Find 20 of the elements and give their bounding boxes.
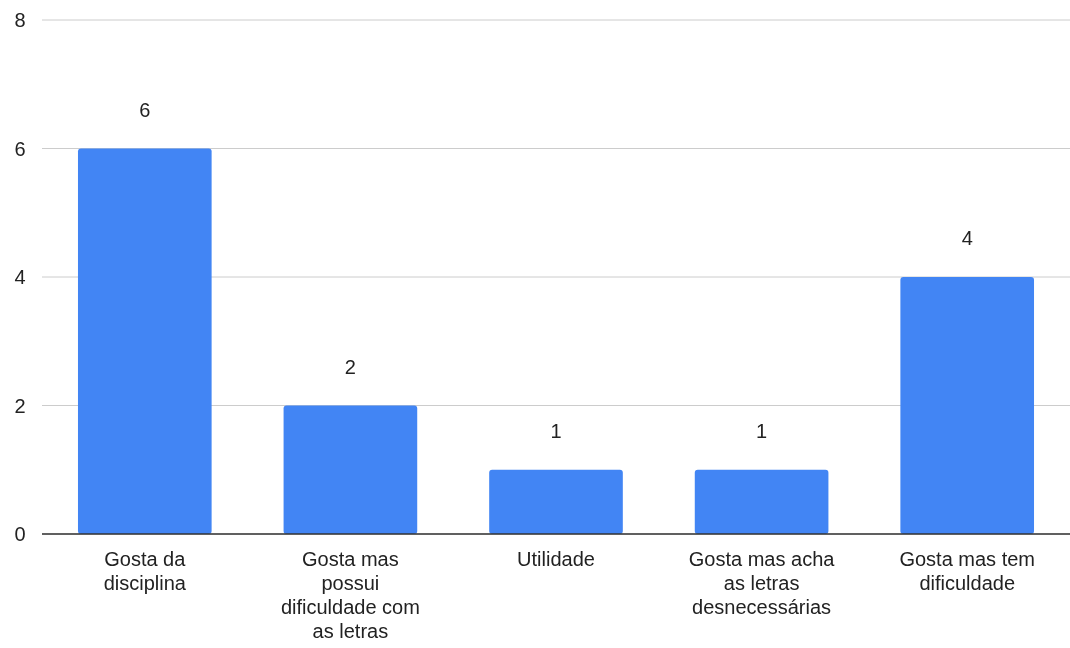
x-tick-label: Gosta mas possui dificuldade com as letras: [280, 548, 420, 642]
y-tick-label: 8: [14, 9, 26, 31]
x-tick-label: Utilidade: [517, 548, 595, 570]
data-label: 2: [344, 355, 356, 378]
y-tick-label: 6: [14, 137, 26, 160]
bar: [900, 277, 1035, 534]
bar: [694, 469, 829, 534]
y-tick-label: 2: [14, 394, 26, 417]
bar: [283, 405, 418, 534]
data-label: 6: [139, 98, 151, 121]
x-tick-label: Gosta mas tem dificuldade: [899, 548, 1035, 594]
x-tick-label: Gosta da disciplina: [103, 548, 187, 594]
bar: [77, 148, 212, 534]
bar: [489, 469, 623, 534]
y-tick-label: 0: [14, 523, 26, 545]
data-label: 4: [961, 227, 973, 249]
data-label: 1: [756, 419, 768, 442]
data-label: 1: [550, 419, 562, 442]
y-tick-label: 4: [14, 266, 26, 288]
x-tick-label: Gosta mas acha as letras desnecessárias: [688, 548, 836, 618]
